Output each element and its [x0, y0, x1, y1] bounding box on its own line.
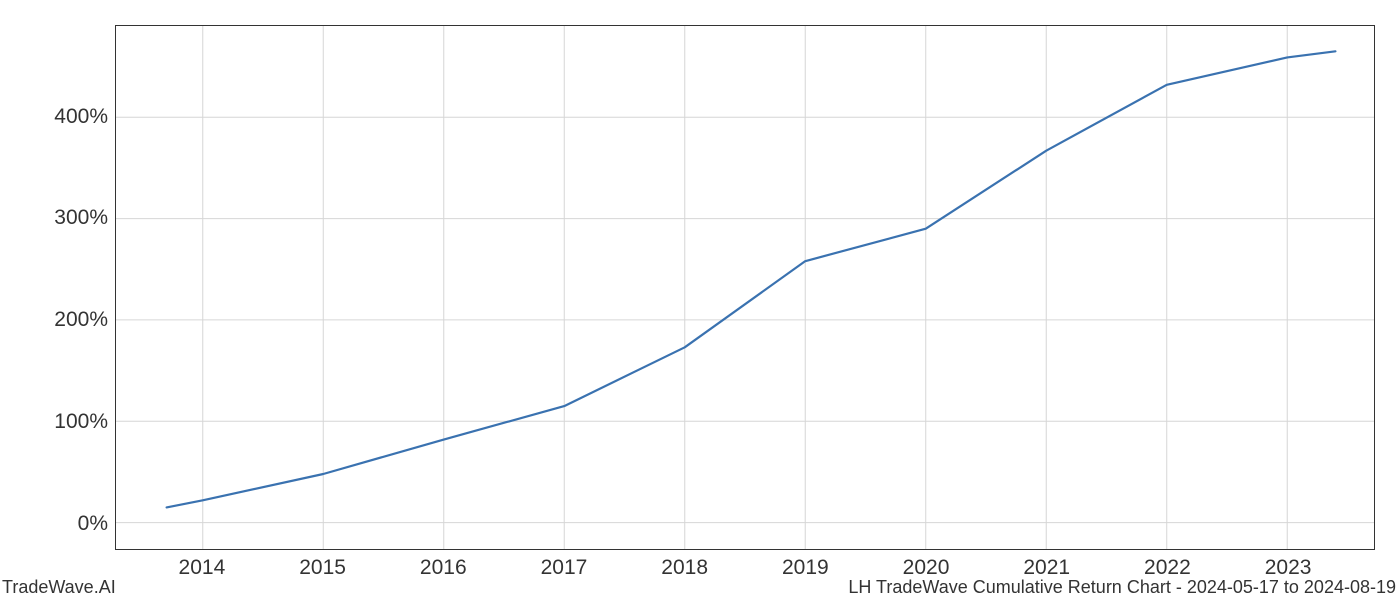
y-tick-label: 0%: [28, 512, 108, 536]
x-tick-label: 2019: [782, 556, 829, 580]
x-tick-label: 2016: [420, 556, 467, 580]
x-tick-label: 2018: [661, 556, 708, 580]
y-tick-label: 400%: [28, 105, 108, 129]
line-chart-svg: [116, 26, 1374, 549]
footer-right-text: LH TradeWave Cumulative Return Chart - 2…: [848, 577, 1396, 598]
chart-container: 0% 100% 200% 300% 400% 2014 2015 2016 2017 2018 2…: [0, 0, 1400, 600]
y-tick-label: 200%: [28, 308, 108, 332]
x-tick-label: 2015: [299, 556, 346, 580]
footer-left-text: TradeWave.AI: [2, 577, 116, 598]
x-tick-label: 2014: [179, 556, 226, 580]
plot-area: [115, 25, 1375, 550]
x-tick-label: 2017: [541, 556, 588, 580]
y-tick-label: 300%: [28, 206, 108, 230]
y-tick-label: 100%: [28, 410, 108, 434]
